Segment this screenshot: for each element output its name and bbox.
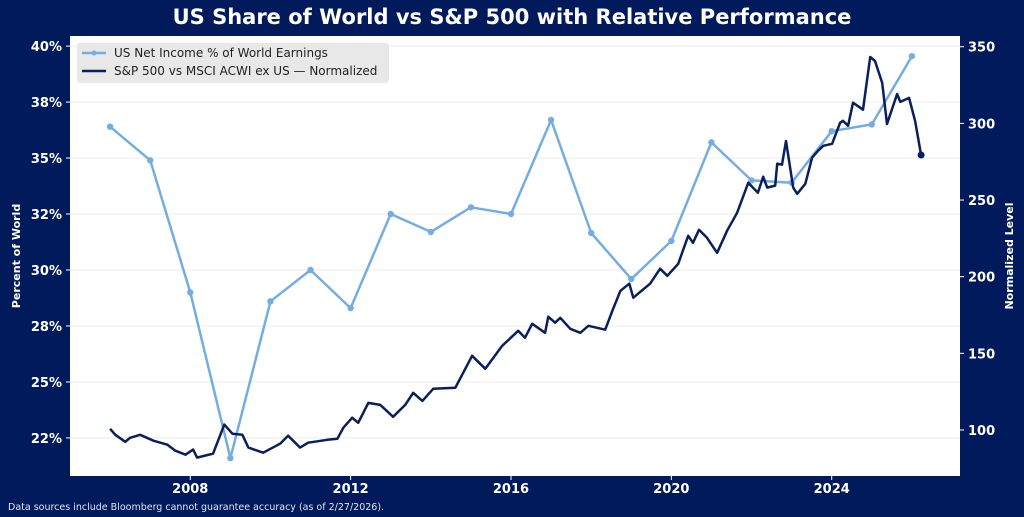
- y-tick-label-right: 250: [968, 194, 995, 209]
- chart-title: US Share of World vs S&P 500 with Relati…: [172, 5, 852, 29]
- data-point: [868, 121, 876, 128]
- legend-marker: [91, 50, 97, 56]
- y-axis-label-left: Percent of World: [10, 204, 23, 308]
- data-point: [628, 275, 635, 283]
- y-tick-label-right: 350: [968, 41, 995, 56]
- legend-label: US Net Income % of World Earnings: [114, 46, 328, 60]
- data-point: [547, 116, 555, 124]
- data-point: [347, 304, 354, 312]
- data-point: [387, 210, 394, 218]
- data-point: [267, 298, 274, 305]
- y-tick-label-left: 28%: [31, 320, 62, 335]
- data-point: [187, 289, 194, 296]
- end-point: [917, 151, 925, 159]
- data-point: [307, 266, 314, 274]
- y-tick-label-right: 100: [968, 424, 995, 439]
- y-tick-label-left: 38%: [31, 96, 62, 111]
- y-tick-label-right: 150: [968, 347, 995, 362]
- y-tick-label-left: 40%: [31, 40, 62, 55]
- legend-label: S&P 500 vs MSCI ACWI ex US — Normalized: [114, 64, 377, 78]
- data-point: [146, 157, 154, 164]
- x-tick-label: 2016: [493, 482, 529, 497]
- legend: [77, 43, 389, 83]
- series-line-1: [109, 55, 923, 459]
- plot-area: [70, 36, 960, 476]
- y-axis-label-right: Normalized Level: [1003, 202, 1016, 309]
- y-tick-label-right: 200: [968, 271, 995, 286]
- footnote: Data sources include Bloomberg cannot gu…: [8, 502, 385, 513]
- y-tick-label-left: 35%: [31, 152, 62, 167]
- data-point: [708, 139, 715, 146]
- y-tick-label-right: 300: [968, 117, 995, 132]
- x-tick-label: 2024: [814, 482, 850, 497]
- data-point: [908, 52, 916, 60]
- data-point: [467, 204, 475, 211]
- y-tick-label-left: 30%: [31, 264, 62, 279]
- data-point: [227, 454, 234, 462]
- y-tick-label-left: 32%: [31, 208, 62, 223]
- data-point: [427, 228, 435, 236]
- y-tick-label-left: 25%: [31, 376, 62, 391]
- x-tick-label: 2008: [172, 482, 208, 497]
- data-point: [748, 177, 755, 184]
- data-point: [828, 127, 835, 135]
- x-tick-label: 2012: [333, 482, 369, 497]
- data-point: [587, 229, 595, 237]
- data-point: [507, 210, 515, 218]
- x-tick-label: 2020: [653, 482, 689, 497]
- y-tick-label-left: 22%: [31, 432, 62, 447]
- data-point: [668, 237, 675, 245]
- data-point: [106, 123, 114, 130]
